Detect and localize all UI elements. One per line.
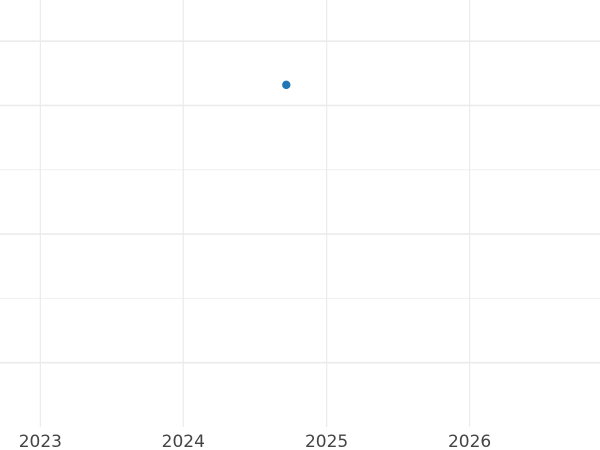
x-tick-label: 2025 [305, 432, 348, 450]
x-axis-ticks: 2023 2024 2025 2026 [19, 432, 492, 450]
data-points [282, 80, 291, 90]
x-tick-label: 2026 [448, 432, 491, 450]
x-tick-label: 2024 [162, 432, 205, 450]
grid [0, 0, 600, 427]
x-tick-label: 2023 [19, 432, 62, 450]
data-point [282, 80, 291, 90]
